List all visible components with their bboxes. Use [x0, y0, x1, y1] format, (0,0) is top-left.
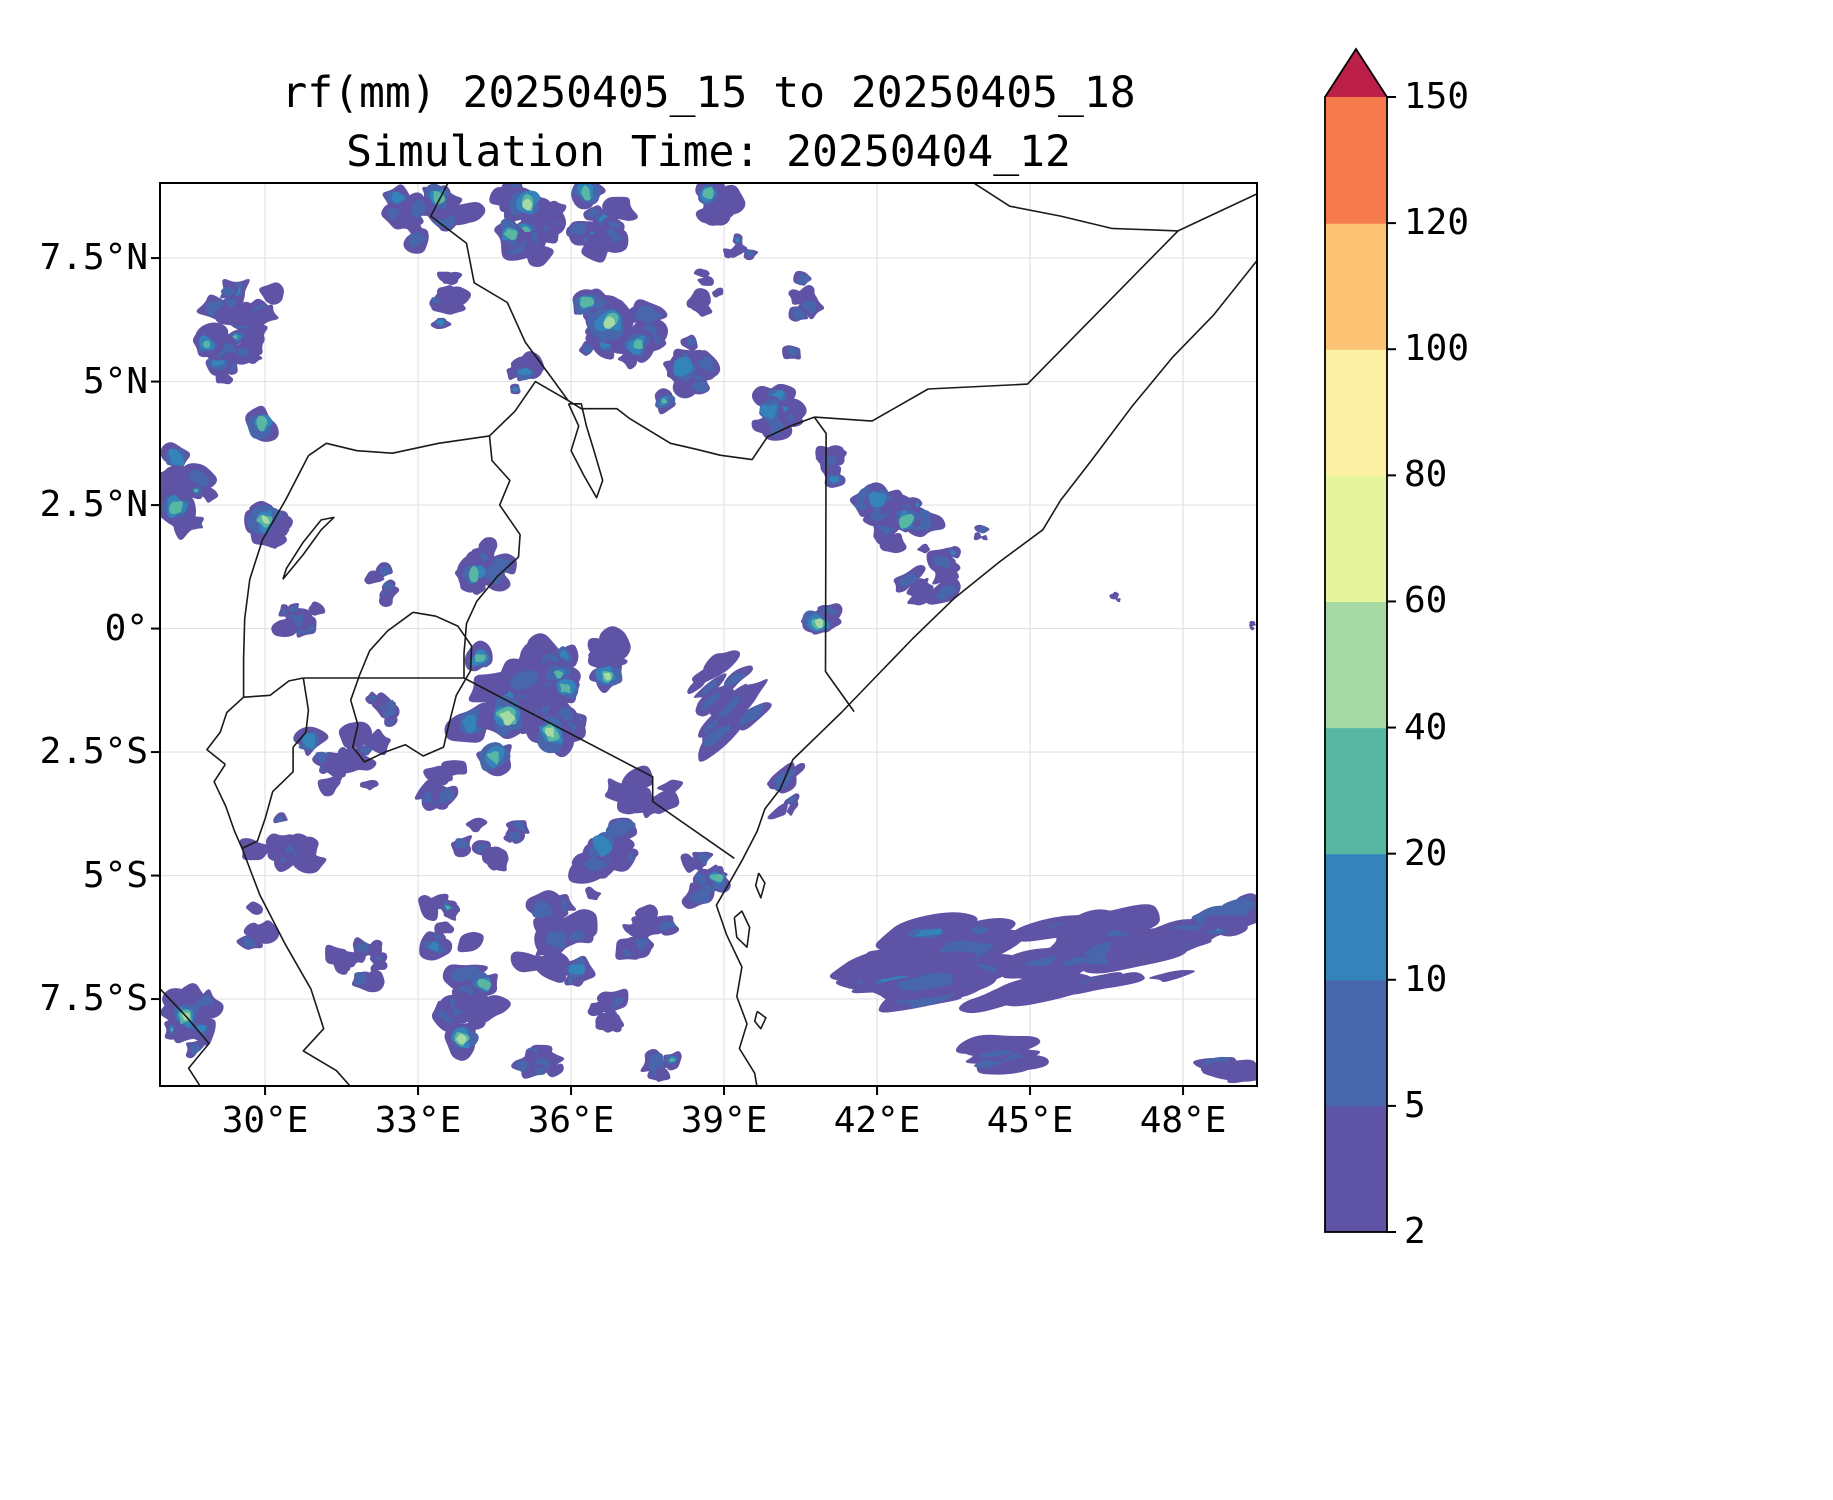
colorbar-tick-label: 150	[1404, 76, 1470, 117]
colorbar-segment	[1325, 1105, 1387, 1233]
colorbar-segment	[1325, 601, 1387, 729]
chart-title-block: rf(mm) 20250405_15 to 20250405_18 Simula…	[160, 64, 1257, 183]
country-borders	[160, 183, 1257, 1086]
colorbar-tick-label: 60	[1404, 580, 1448, 622]
x-axis-tick-label: 33°E	[374, 1100, 462, 1141]
map-frame	[159, 182, 1258, 1087]
colorbar-segment	[1325, 475, 1387, 603]
x-axis-tick-label: 39°E	[680, 1100, 768, 1141]
colorbar-segment	[1325, 727, 1387, 855]
colorbar-tick-label: 2	[1404, 1211, 1426, 1252]
y-axis-tick-label: 5°N	[82, 360, 148, 402]
y-axis-tick-label: 7.5°N	[39, 237, 148, 279]
chart-title: rf(mm) 20250405_15 to 20250405_18	[281, 68, 1136, 118]
colorbar-tick-label: 5	[1404, 1084, 1426, 1126]
y-axis-tick-label: 5°S	[82, 854, 148, 896]
colorbar-tick-label: 10	[1404, 958, 1448, 1000]
x-axis-tick-label: 48°E	[1139, 1100, 1227, 1141]
y-axis-tick-label: 2.5°N	[39, 484, 148, 526]
y-axis-tick-label: 2.5°S	[39, 731, 148, 773]
chart-subtitle: Simulation Time: 20250404_12	[346, 127, 1071, 178]
x-axis-tick-label: 42°E	[833, 1100, 921, 1141]
y-axis-tick-label: 0°	[104, 607, 148, 649]
colorbar-segment	[1325, 223, 1387, 350]
colorbar-tick-label: 20	[1404, 832, 1448, 874]
colorbar-tick-label: 40	[1404, 706, 1448, 748]
x-axis-tick-label: 36°E	[527, 1100, 615, 1141]
colorbar-segment	[1325, 979, 1387, 1107]
colorbar-segment	[1325, 349, 1387, 476]
colorbar-tick-label: 100	[1404, 328, 1470, 370]
colorbar-tick-label: 120	[1404, 202, 1470, 244]
rainfall-field	[160, 183, 1257, 1084]
y-axis-tick-label: 7.5°S	[39, 978, 148, 1020]
colorbar-tick-label: 80	[1404, 454, 1448, 496]
colorbar-over-arrow	[1325, 49, 1387, 97]
x-axis-tick-label: 45°E	[986, 1100, 1074, 1141]
x-axis-tick-label: 30°E	[221, 1100, 309, 1141]
colorbar-segment	[1325, 97, 1387, 224]
colorbar	[1324, 47, 1396, 1233]
axis-ticks	[151, 257, 1185, 1095]
colorbar-segment	[1325, 853, 1387, 981]
